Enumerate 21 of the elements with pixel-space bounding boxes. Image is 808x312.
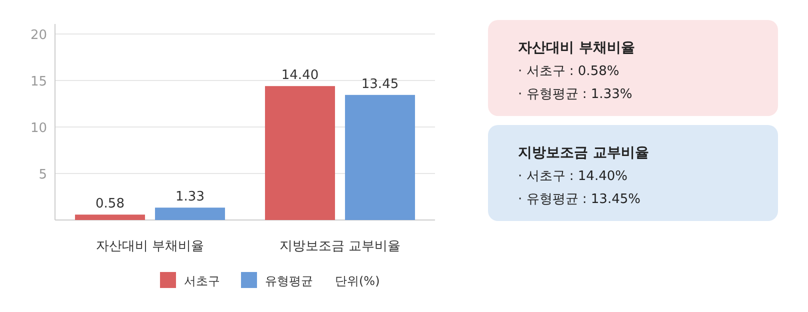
text: 단위(%) xyxy=(335,274,380,288)
text: · 서초구 : 14.40% xyxy=(518,169,628,184)
bar xyxy=(155,208,225,220)
text: · 서초구 : 0.58% xyxy=(518,64,620,79)
text: · 유형평균 : 13.45% xyxy=(518,192,640,207)
legend-label: 유형평균 xyxy=(265,274,313,288)
y-tick-label: 20 xyxy=(30,28,47,43)
data-label: 1.33 xyxy=(176,190,204,205)
bar xyxy=(265,86,335,220)
data-label: 0.58 xyxy=(96,196,124,212)
text: · 유형평균 : 1.33% xyxy=(518,87,632,102)
y-tick-label: 15 xyxy=(30,74,47,90)
text: 지방보조금 교부비율 xyxy=(518,145,649,161)
text: 자산대비 부채비율 xyxy=(518,40,635,56)
data-label: 13.45 xyxy=(361,76,399,92)
y-tick-label: 5 xyxy=(38,168,47,182)
bar xyxy=(75,214,145,220)
y-tick-label: 10 xyxy=(30,121,47,136)
data-label: 14.40 xyxy=(281,68,319,84)
legend-label: 서초구 xyxy=(184,274,220,288)
bar xyxy=(345,94,415,220)
